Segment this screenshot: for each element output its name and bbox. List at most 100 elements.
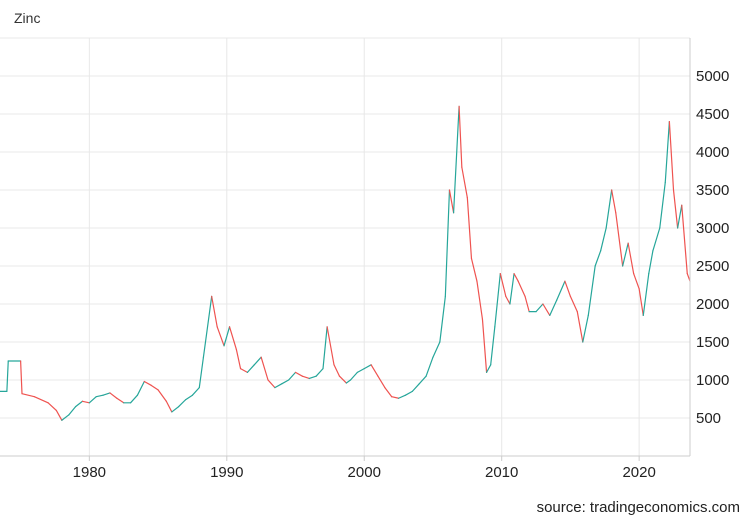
price-segment	[633, 273, 640, 290]
source-credit: source: tradingeconomics.com	[536, 499, 740, 516]
price-segment	[576, 311, 584, 343]
price-segment	[116, 397, 125, 404]
price-segment	[668, 120, 675, 191]
price-segment	[432, 341, 441, 358]
price-segment	[21, 393, 35, 398]
price-segment	[198, 356, 205, 389]
price-segment	[513, 273, 519, 282]
price-segment	[216, 326, 225, 347]
price-segment	[322, 326, 328, 370]
price-segment	[253, 356, 262, 366]
price-segment	[615, 212, 624, 267]
price-segment	[535, 303, 544, 313]
y-tick-label: 4000	[696, 144, 729, 161]
price-segment	[370, 364, 379, 377]
price-segment	[333, 364, 341, 377]
price-segment	[178, 399, 187, 408]
price-segment	[444, 189, 451, 297]
price-segment	[605, 189, 613, 229]
price-segment	[648, 250, 654, 275]
y-tick-label: 4500	[696, 106, 729, 123]
price-segment	[235, 349, 242, 370]
price-segment	[102, 392, 111, 396]
axes	[0, 38, 691, 461]
price-segment	[627, 242, 635, 275]
price-segment	[418, 375, 427, 385]
price-segment	[622, 242, 629, 267]
price-segment	[642, 273, 650, 316]
price-segment	[33, 396, 49, 404]
price-segment	[345, 379, 352, 384]
price-segment	[391, 396, 400, 399]
grid-lines	[0, 37, 690, 456]
price-segment	[288, 371, 297, 381]
price-segment	[88, 396, 97, 404]
price-segment	[356, 368, 365, 373]
y-tick-label: 500	[696, 410, 721, 427]
price-segment	[171, 406, 180, 413]
price-segment	[524, 295, 530, 313]
y-tick-label: 2500	[696, 258, 729, 275]
price-segment	[404, 390, 413, 396]
x-tick-labels: 1980 1990 2000 2010 2020	[73, 464, 656, 481]
price-segment	[223, 326, 231, 347]
price-segment	[150, 384, 159, 391]
price-segment	[659, 181, 666, 229]
price-segment	[68, 406, 77, 416]
price-segment	[505, 295, 511, 305]
price-segment	[494, 273, 501, 328]
price-segment	[638, 288, 644, 316]
price-segment	[157, 389, 167, 402]
price-segment	[677, 204, 683, 229]
price-segment	[652, 227, 661, 252]
y-tick-label: 5000	[696, 68, 729, 85]
price-segment	[326, 326, 335, 366]
price-segment	[239, 368, 249, 373]
price-segment	[136, 380, 145, 396]
price-segment	[191, 387, 200, 396]
price-segment	[600, 227, 607, 252]
price-segment	[411, 383, 420, 392]
price-segment	[20, 360, 23, 395]
price-segment	[681, 204, 688, 275]
price-segment	[672, 189, 679, 229]
price-segment	[556, 280, 566, 301]
price-segment	[294, 371, 303, 377]
price-segment	[439, 295, 446, 343]
price-segment	[448, 189, 455, 214]
price-segment	[143, 380, 152, 386]
price-segment	[81, 400, 90, 404]
price-segment	[569, 295, 578, 313]
price-segment	[517, 280, 526, 297]
price-segment	[425, 356, 434, 377]
price-segment	[664, 120, 670, 183]
price-segment	[466, 197, 473, 259]
price-segment	[274, 383, 283, 389]
price-segment	[95, 394, 104, 398]
price-segment	[211, 295, 218, 328]
price-segment	[74, 400, 84, 408]
price-segment	[384, 387, 393, 398]
y-tick-label: 3500	[696, 182, 729, 199]
price-segment	[582, 314, 589, 343]
price-segment	[6, 360, 9, 392]
price-segment	[594, 250, 602, 267]
price-segment	[165, 400, 173, 413]
price-segment	[476, 280, 484, 320]
price-segment	[470, 257, 478, 282]
price-segment	[461, 166, 468, 199]
price-segment	[281, 379, 290, 385]
y-tick-label: 3000	[696, 220, 729, 237]
price-segment	[202, 295, 213, 358]
price-segment	[542, 303, 551, 316]
x-tick-label: 2010	[485, 464, 518, 481]
chart-title: Zinc	[14, 10, 41, 26]
price-segment	[301, 375, 310, 380]
price-segment	[499, 273, 507, 297]
price-segment	[349, 371, 358, 381]
y-tick-label: 1500	[696, 334, 729, 351]
price-segment	[228, 326, 238, 351]
price-segment	[109, 392, 118, 399]
price-segment	[260, 356, 269, 381]
